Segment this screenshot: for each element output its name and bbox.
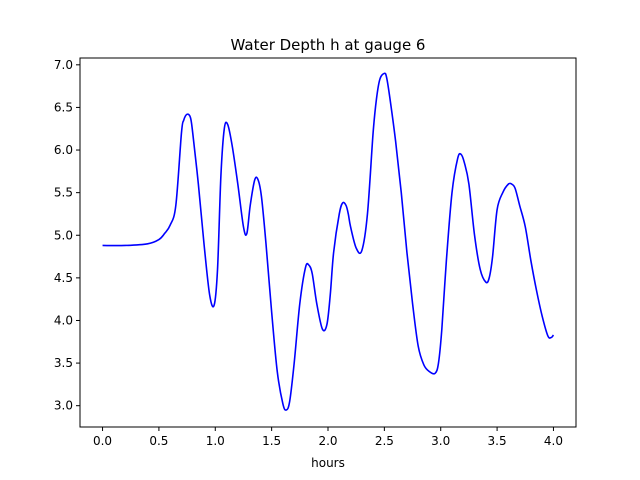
y-tick-label: 5.5: [54, 186, 73, 200]
x-axis-label: hours: [311, 456, 345, 470]
x-tick-label: 0.5: [149, 434, 168, 448]
axis-ticks: 0.0 0.5 1.0 1.5 2.0 2.5 3.0 3.5 4.0 3.0 3.5 4.0 4.5 5…: [54, 58, 563, 448]
x-tick-label: 3.0: [431, 434, 450, 448]
x-tick-label: 4.0: [544, 434, 563, 448]
y-tick-label: 6.0: [54, 143, 73, 157]
y-tick-label: 3.5: [54, 356, 73, 370]
x-tick-label: 2.0: [318, 434, 337, 448]
x-tick-label: 0.0: [93, 434, 112, 448]
y-tick-label: 4.5: [54, 271, 73, 285]
x-tick-label: 2.5: [375, 434, 394, 448]
chart-title: Water Depth h at gauge 6: [231, 36, 426, 54]
y-tick-label: 7.0: [54, 58, 73, 72]
y-tick-label: 6.5: [54, 100, 73, 114]
x-tick-label: 3.5: [488, 434, 507, 448]
y-tick-label: 5.0: [54, 228, 73, 242]
x-tick-label: 1.0: [206, 434, 225, 448]
x-tick-label: 1.5: [262, 434, 281, 448]
plot-frame: [79, 57, 577, 428]
y-tick-label: 4.0: [54, 313, 73, 327]
series-line-0: [102, 72, 555, 411]
y-tick-label: 3.0: [54, 399, 73, 413]
plot-area: [102, 72, 555, 411]
